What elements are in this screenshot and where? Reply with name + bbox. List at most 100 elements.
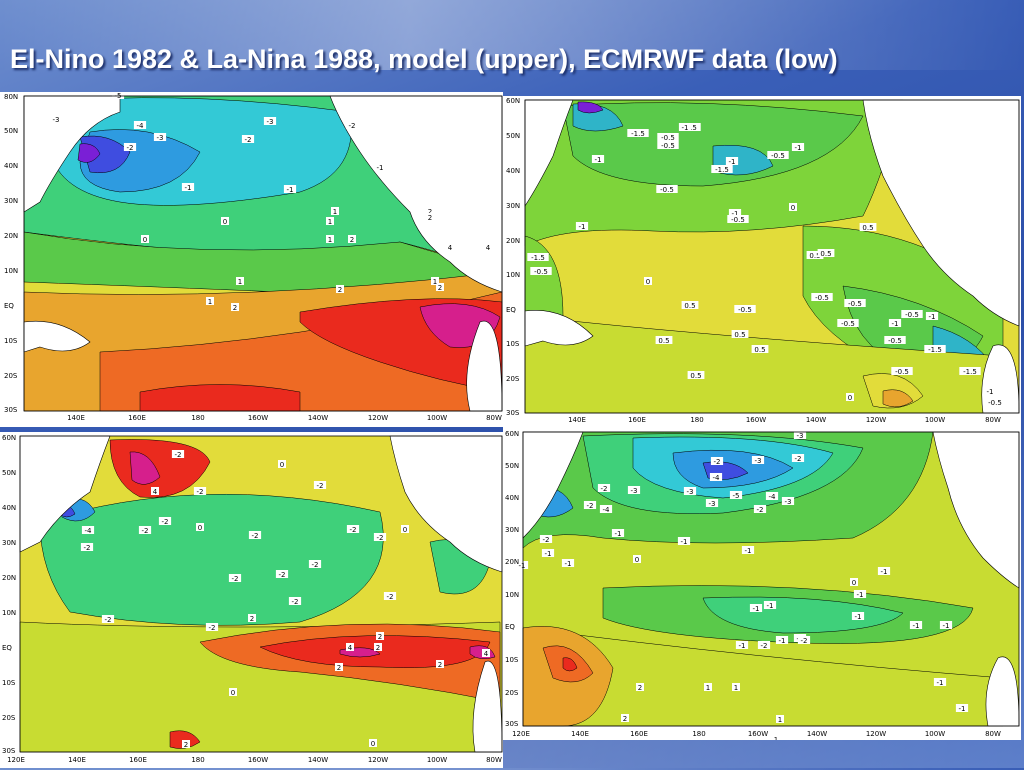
contour-label: -0.5 <box>891 367 913 376</box>
contour-label-box <box>196 523 204 531</box>
contour-label-text: -2 <box>543 536 550 544</box>
contour-label: -2 <box>193 487 207 496</box>
contour-label-text: -2 <box>587 502 594 510</box>
contour-label: -1.5 <box>924 345 946 354</box>
contour-label-text: -0.5 <box>905 311 919 319</box>
lon-label: 160E <box>628 416 646 424</box>
contour-label-text: -2 <box>757 506 764 514</box>
contour-label-text: 1 <box>328 218 332 226</box>
contour-label-box <box>171 450 185 458</box>
contour-label: 1 <box>431 277 439 286</box>
contour-label-box <box>909 621 923 629</box>
map-frame <box>23 95 503 412</box>
contour-label-text: -4 <box>603 506 611 514</box>
contour-label-text: 0 <box>791 204 795 212</box>
contour-label-text: 2 <box>338 286 342 294</box>
contour-label-text: -1.5 <box>715 166 729 174</box>
contour-label-box <box>373 163 387 171</box>
lon-label: 80W <box>985 730 1001 738</box>
contour-label-text: -0.5 <box>988 399 1002 407</box>
contour-label-text: -2 <box>232 575 239 583</box>
contour-label-box <box>346 643 354 651</box>
contour-label-box <box>797 636 811 644</box>
contour-label-text: 1 <box>734 684 738 692</box>
contour-label: -5 <box>729 491 743 500</box>
map-canvas: -3 -2 -3 -2 -4 -5 -3 -3 -4 -3 -2 -2 -3 -2 -4 -2 -1 -1 -1 -1… <box>515 431 1020 740</box>
contour-label-box <box>781 497 795 505</box>
contour-label-box <box>751 456 765 464</box>
contour-label: -1 <box>283 185 297 194</box>
lon-label: 120W <box>367 756 389 764</box>
map-frame <box>522 431 1020 727</box>
contour-label: 0 <box>141 235 149 244</box>
lat-label: 30N <box>2 539 17 547</box>
contour-label: 1 <box>772 735 780 740</box>
contour-label-text: 0.5 <box>809 252 820 260</box>
anomaly-region <box>562 657 578 672</box>
contour-label-text: -0.5 <box>841 320 855 328</box>
lon-label: 140W <box>307 414 329 422</box>
lat-label: 50N <box>505 462 520 470</box>
map-canvas: -1.5-1-1.5-0.5-1-0.5-1-1.5-1-0.5-1-0.50-… <box>524 99 1020 414</box>
contour-label: -1 <box>851 612 865 621</box>
contour-label-box <box>731 330 749 338</box>
contour-label-text: -2 <box>601 485 608 493</box>
lat-label: EQ <box>505 623 515 631</box>
lon-label: 120E <box>512 730 530 738</box>
contour-label: -1 <box>888 319 902 328</box>
contour-label-text: -4 <box>137 122 145 130</box>
lat-label: 20S <box>2 714 16 722</box>
lat-label: 50N <box>506 132 521 140</box>
contour-label-box <box>158 517 172 525</box>
contour-label: -2 <box>228 574 242 583</box>
contour-label-box <box>374 643 382 651</box>
contour-label-text: -2 <box>209 624 216 632</box>
lon-label: 160W <box>747 730 769 738</box>
landmass-north-america <box>862 99 1020 327</box>
slide-title: El-Nino 1982 & La-Nina 1988, model (uppe… <box>10 44 838 74</box>
landmass-asia <box>19 435 111 553</box>
lat-label: 10N <box>506 271 521 279</box>
contour-label-box <box>791 454 805 462</box>
contour-label-text: -4 <box>769 493 777 501</box>
contour-label-box <box>767 151 789 159</box>
contour-label-box <box>278 460 286 468</box>
contour-label-text: -1 <box>943 622 950 630</box>
contour-label-box <box>735 641 749 649</box>
contour-label-box <box>844 299 866 307</box>
contour-label-box <box>837 319 859 327</box>
contour-label: 0 <box>278 460 286 469</box>
lon-label: 160W <box>745 416 767 424</box>
contour-label-text: -2 <box>317 482 324 490</box>
contour-label: -0.5 <box>767 151 789 160</box>
contour-label-text: -1 <box>779 637 786 645</box>
contour-label-box <box>633 555 641 563</box>
lat-label: 20N <box>4 232 19 240</box>
contour-label: 1 <box>326 217 334 226</box>
landmass-asia <box>522 431 584 539</box>
contour-label: -2 <box>345 121 359 130</box>
anomaly-region <box>39 494 384 626</box>
contour-label: 2 <box>248 614 256 623</box>
lat-label: 20S <box>4 372 18 380</box>
contour-label-box <box>308 560 322 568</box>
lat-label: 30S <box>506 409 520 417</box>
contour-label-text: -1 <box>615 530 622 538</box>
lon-label: 180 <box>690 416 704 424</box>
contour-label-text: -1 <box>545 550 552 558</box>
landmass-north-america <box>932 431 1020 589</box>
landmass-indonesia <box>23 320 91 353</box>
contour-label-text: -1 <box>745 547 752 555</box>
contour-label: -1 <box>591 155 605 164</box>
contour-label-text: -1 <box>739 642 746 650</box>
lon-label: 140E <box>68 756 86 764</box>
lon-label: 120E <box>7 756 25 764</box>
contour-label: 0.5 <box>731 330 749 339</box>
contour-label: -1 <box>791 143 805 152</box>
contour-label-box <box>677 537 691 545</box>
contour-label-box <box>599 505 613 513</box>
contour-label-text: 2 <box>337 664 341 672</box>
contour-label-text: -1 <box>959 705 966 713</box>
contour-label-box <box>530 267 552 275</box>
contour-label: 2 <box>335 663 343 672</box>
